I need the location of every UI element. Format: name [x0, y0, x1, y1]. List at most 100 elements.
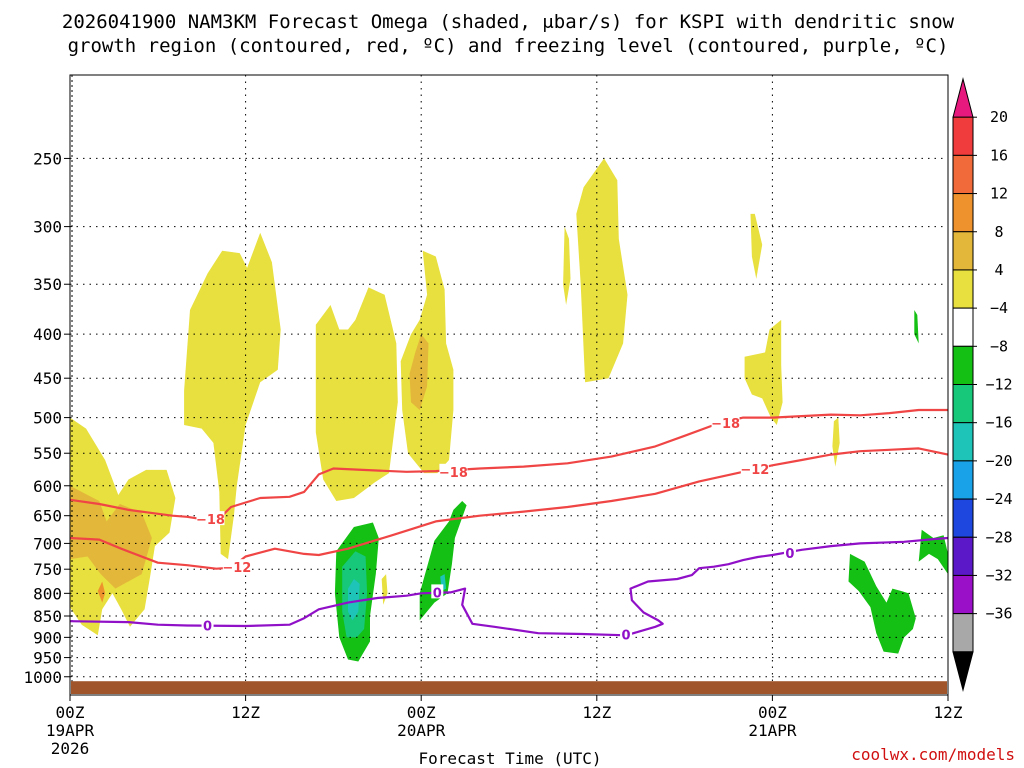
- y-tick-label: 900: [33, 628, 62, 647]
- x-tick-label: 00Z: [56, 703, 85, 722]
- colorbar-tick-label: 20: [990, 108, 1008, 126]
- x-tick-label: 00Z: [758, 703, 787, 722]
- terrain-ground: [71, 681, 947, 694]
- x-axis-label: Forecast Time (UTC): [418, 749, 601, 768]
- contour-label: 0: [433, 586, 442, 601]
- y-axis: 250 300 350 400 450 500 550 600 650 700 750 800 850 9…: [23, 149, 70, 687]
- ground-layer: [71, 681, 947, 694]
- contour-label-background: [439, 463, 468, 478]
- contour-label: −18: [711, 417, 740, 432]
- plot-area: −18 −18 −18 −12 −12 0 0 0 0: [69, 74, 949, 696]
- omega-shaded-region: [348, 579, 360, 621]
- colorbar-bin: [952, 307, 974, 347]
- colorbar-tick-label: −8: [990, 337, 1008, 355]
- contour-label-background: [740, 461, 769, 476]
- colorbar-bin: [952, 231, 974, 271]
- contour-label: 0: [203, 620, 212, 635]
- chart-title-line-2: growth region (contoured, red, ºC) and f…: [68, 35, 949, 57]
- colorbar-tick-label: −12: [985, 376, 1012, 394]
- omega-shaded-region: [197, 332, 208, 358]
- contour-label: 0: [785, 547, 794, 562]
- y-tick-label: 600: [33, 477, 62, 496]
- colorbar: 20 16 12 8 4 −4 −8 −12 −16 −20 −24 −28 −32 −36: [952, 77, 1013, 692]
- x-tick-label: 00Z: [407, 703, 436, 722]
- y-tick-label: 550: [33, 444, 62, 463]
- contour-label: −12: [740, 463, 769, 478]
- colorbar-tick-label: −16: [985, 414, 1012, 432]
- contour-label-background: [620, 626, 633, 641]
- y-tick-label: 400: [33, 325, 62, 344]
- credit-text: coolwx.com/models: [851, 745, 1015, 764]
- y-tick-label: 300: [33, 218, 62, 237]
- colorbar-tick-label: −28: [985, 528, 1012, 546]
- x-tick-label: 20APR: [397, 721, 446, 740]
- y-tick-label: 800: [33, 584, 62, 603]
- contour-label-background: [783, 544, 796, 559]
- y-tick-label: 350: [33, 275, 62, 294]
- colorbar-bin: [952, 613, 974, 653]
- colorbar-tick-label: 4: [994, 261, 1003, 279]
- y-tick-label: 450: [33, 369, 62, 388]
- omega-shaded-region: [744, 319, 783, 425]
- omega-shaded-region: [563, 226, 571, 305]
- contour-label: −18: [439, 466, 468, 481]
- colorbar-bin: [952, 498, 974, 538]
- x-tick-label: 12Z: [934, 703, 963, 722]
- colorbar-bin: [952, 536, 974, 576]
- omega-shaded-region: [576, 158, 628, 383]
- colorbar-bin: [952, 574, 974, 615]
- omega-shading-layer: [70, 158, 948, 662]
- contour-label-background: [222, 559, 251, 574]
- omega-shaded-region: [70, 485, 152, 589]
- omega-shaded-region: [750, 213, 763, 279]
- x-tick-label: 21APR: [748, 721, 797, 740]
- colorbar-tick-label: 8: [994, 223, 1003, 241]
- y-tick-label: 650: [33, 507, 62, 526]
- contour-line: [69, 408, 948, 523]
- colorbar-tick-label: −4: [990, 299, 1008, 317]
- contour-line: [69, 536, 949, 637]
- colorbar-bin: [952, 154, 974, 195]
- colorbar-tick-label: −36: [985, 605, 1012, 623]
- colorbar-top-arrow: [952, 77, 974, 118]
- colorbar-bin: [952, 460, 974, 500]
- colorbar-bin: [952, 193, 974, 233]
- contour-label-background: [431, 584, 444, 599]
- contour-label-background: [196, 511, 225, 526]
- colorbar-bin: [952, 116, 974, 156]
- omega-shaded-region: [97, 581, 106, 603]
- omega-shaded-region: [315, 287, 398, 501]
- y-tick-label: 250: [33, 149, 62, 168]
- colorbar-tick-label: 12: [990, 185, 1008, 203]
- colorbar-bin: [952, 384, 974, 424]
- y-tick-label: 950: [33, 649, 62, 668]
- y-tick-label: 850: [33, 607, 62, 626]
- colorbar-bin: [952, 345, 974, 385]
- colorbar-bottom-arrow: [952, 651, 974, 692]
- contour-layer: −18 −18 −18 −12 −12 0 0 0 0: [69, 408, 949, 643]
- plot-frame: [69, 74, 949, 696]
- contour-line: [69, 447, 949, 570]
- colorbar-tick-label: 16: [990, 146, 1008, 164]
- chart-title-line-1: 2026041900 NAM3KM Forecast Omega (shaded…: [62, 11, 955, 33]
- x-tick-label: 12Z: [231, 703, 260, 722]
- x-tick-label: 19APR: [46, 721, 95, 740]
- colorbar-bin: [952, 269, 974, 309]
- contour-label: 0: [622, 628, 631, 643]
- contour-label-background: [201, 617, 214, 632]
- contour-label: −12: [222, 561, 251, 576]
- colorbar-tick-label: −20: [985, 452, 1012, 470]
- y-tick-label: 750: [33, 560, 62, 579]
- omega-shaded-region: [914, 310, 919, 344]
- omega-shaded-region: [848, 553, 916, 654]
- x-tick-label: 12Z: [582, 703, 611, 722]
- grid-layer: [70, 75, 948, 695]
- contour-label: −18: [196, 513, 225, 528]
- y-tick-label: 700: [33, 534, 62, 553]
- omega-shaded-region: [184, 232, 281, 560]
- omega-shaded-region: [409, 334, 429, 410]
- x-tick-label: 2026: [51, 739, 90, 758]
- y-tick-label: 1000: [23, 668, 62, 687]
